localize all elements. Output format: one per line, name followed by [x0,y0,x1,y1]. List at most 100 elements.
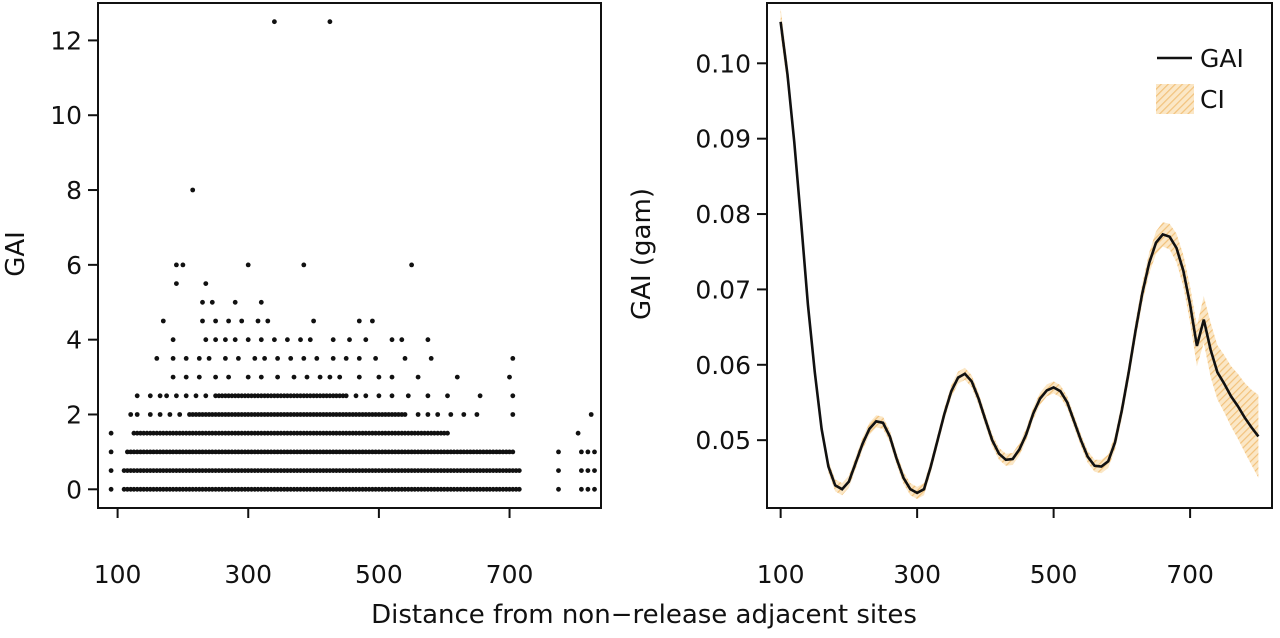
scatter-point [324,393,329,399]
scatter-point [272,337,277,343]
scatter-point [288,468,294,473]
scatter-point [151,468,156,473]
scatter-point [402,449,408,455]
scatter-point [314,449,320,455]
scatter-point [223,337,228,343]
scatter-point [255,412,261,417]
scatter-point [298,430,303,436]
scatter-point [356,449,362,455]
scatter-point [356,486,362,492]
scatter-point [337,393,343,399]
scatter-point [516,468,522,473]
scatter-point [196,374,202,380]
scatter-point [471,449,476,455]
scatter-point [334,430,339,436]
scatter-point [461,468,467,473]
scatter-point [288,356,294,361]
scatter-point [209,486,215,492]
scatter-point [392,468,398,473]
scatter-point [183,430,189,436]
scatter-point [174,486,179,492]
scatter-point [366,449,372,455]
left-y-tick-label: 10 [50,101,82,130]
scatter-point [347,486,352,492]
scatter-point [307,449,313,455]
scatter-point [151,449,156,455]
dense-band-y-1 [125,449,516,455]
scatter-point [154,468,160,473]
scatter-point [337,374,343,380]
scatter-point [334,412,339,417]
scatter-point [327,486,333,492]
scatter-point [389,337,395,343]
scatter-point [213,430,219,436]
right-y-tick-label: 0.08 [695,200,751,229]
scatter-point [347,412,352,417]
scatter-point [510,393,516,399]
scatter-point [389,393,395,399]
scatter-point [317,412,323,417]
left-y-tick-label: 12 [50,26,82,55]
scatter-point [249,486,254,492]
scatter-point [396,449,401,455]
scatter-point [258,299,264,305]
scatter-point [402,468,408,473]
scatter-point [288,449,294,455]
scatter-point [441,468,447,473]
scatter-point [363,393,369,399]
scatter-point [213,486,219,492]
scatter-point [510,449,516,455]
scatter-point [363,430,369,436]
right-y-tick-label: 0.06 [695,351,751,380]
left-y-tick-label: 6 [66,251,82,280]
scatter-point [203,337,209,343]
scatter-point [236,393,241,399]
scatter-point [268,486,274,492]
scatter-point [203,281,209,286]
scatter-point [298,486,303,492]
scatter-point [108,468,114,473]
scatter-point [265,449,271,455]
scatter-point [236,468,241,473]
scatter-point [507,468,512,473]
scatter-point [363,449,369,455]
scatter-point [445,430,450,436]
scatter-point [454,374,460,380]
scatter-point [500,449,506,455]
scatter-point [307,393,313,399]
scatter-point [445,449,450,455]
scatter-point [141,449,147,455]
scatter-point [510,486,516,492]
scatter-point [190,187,196,193]
scatter-point [405,468,411,473]
scatter-point [265,430,271,436]
scatter-point [487,449,493,455]
scatter-point [164,393,170,399]
scatter-point [219,430,225,436]
scatter-point [396,486,401,492]
scatter-point [556,486,561,492]
scatter-point [131,486,137,492]
scatter-point [353,486,359,492]
scatter-point [412,486,418,492]
scatter-point [334,468,339,473]
scatter-point [477,449,483,455]
scatter-point [229,430,235,436]
scatter-point [298,449,303,455]
scatter-point [294,449,300,455]
right-x-tick-label: 500 [1030,560,1078,589]
scatter-point [451,449,457,455]
scatter-point [383,449,388,455]
scatter-point [255,430,261,436]
scatter-point [392,486,398,492]
scatter-point [363,468,369,473]
scatter-point [500,468,506,473]
scatter-point [229,449,235,455]
scatter-point [405,449,411,455]
scatter-point [203,449,209,455]
scatter-point [376,468,382,473]
scatter-point [200,299,205,305]
right-y-axis: 0.05 0.06 0.07 0.08 0.09 0.10 [695,49,767,455]
scatter-point [108,449,114,455]
